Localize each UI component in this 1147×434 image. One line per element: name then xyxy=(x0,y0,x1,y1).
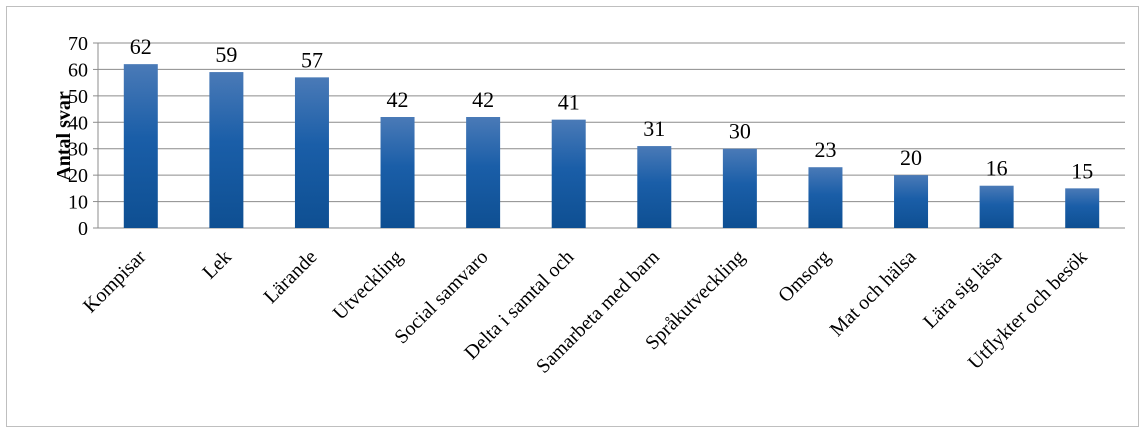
y-tick-label: 70 xyxy=(68,33,88,55)
y-tick-label: 0 xyxy=(78,218,88,240)
bar xyxy=(979,185,1014,228)
data-label: 15 xyxy=(1071,158,1093,183)
x-tick-label: Kompisar xyxy=(79,246,151,318)
bar xyxy=(1065,188,1100,228)
y-axis-title: Antal svar xyxy=(53,91,75,181)
bar xyxy=(722,148,757,228)
bar xyxy=(123,64,158,229)
data-label: 20 xyxy=(900,145,922,170)
data-label: 62 xyxy=(130,34,152,59)
bar xyxy=(294,77,329,228)
data-labels: 62 59 57 42 42 41 31 30 23 20 16 15 xyxy=(130,34,1093,183)
data-label: 16 xyxy=(986,156,1008,181)
bar xyxy=(808,167,843,228)
bar xyxy=(637,146,672,228)
x-tick-label: Omsorg xyxy=(774,246,835,307)
data-label: 57 xyxy=(301,47,323,72)
data-label: 23 xyxy=(814,137,836,162)
data-label: 42 xyxy=(472,87,494,112)
gridlines xyxy=(97,42,1125,229)
x-tick-label: Lek xyxy=(198,246,236,284)
data-label: 31 xyxy=(643,116,665,141)
bar xyxy=(894,175,929,228)
data-label: 42 xyxy=(387,87,409,112)
bar xyxy=(466,117,501,228)
data-label: 59 xyxy=(215,42,237,67)
y-tick-label: 60 xyxy=(68,59,88,81)
bar xyxy=(380,117,415,228)
y-axis-ticks: 0 10 20 30 40 50 60 70 xyxy=(68,33,98,240)
data-label: 30 xyxy=(729,119,751,144)
bar xyxy=(209,72,244,228)
y-tick-label: 40 xyxy=(68,112,88,134)
bars xyxy=(123,64,1100,229)
y-tick-label: 10 xyxy=(68,192,88,214)
y-tick-label: 30 xyxy=(68,139,88,161)
y-tick-label: 50 xyxy=(68,86,88,108)
y-tick-label: 20 xyxy=(68,165,88,187)
x-tick-label: Mat och hälsa xyxy=(826,246,921,341)
x-tick-label: Lärande xyxy=(260,246,322,308)
x-tick-label: Utveckling xyxy=(329,246,407,324)
x-tick-label: Lära sig läsa xyxy=(919,246,1006,333)
bar xyxy=(551,119,586,228)
data-label: 41 xyxy=(558,90,580,115)
